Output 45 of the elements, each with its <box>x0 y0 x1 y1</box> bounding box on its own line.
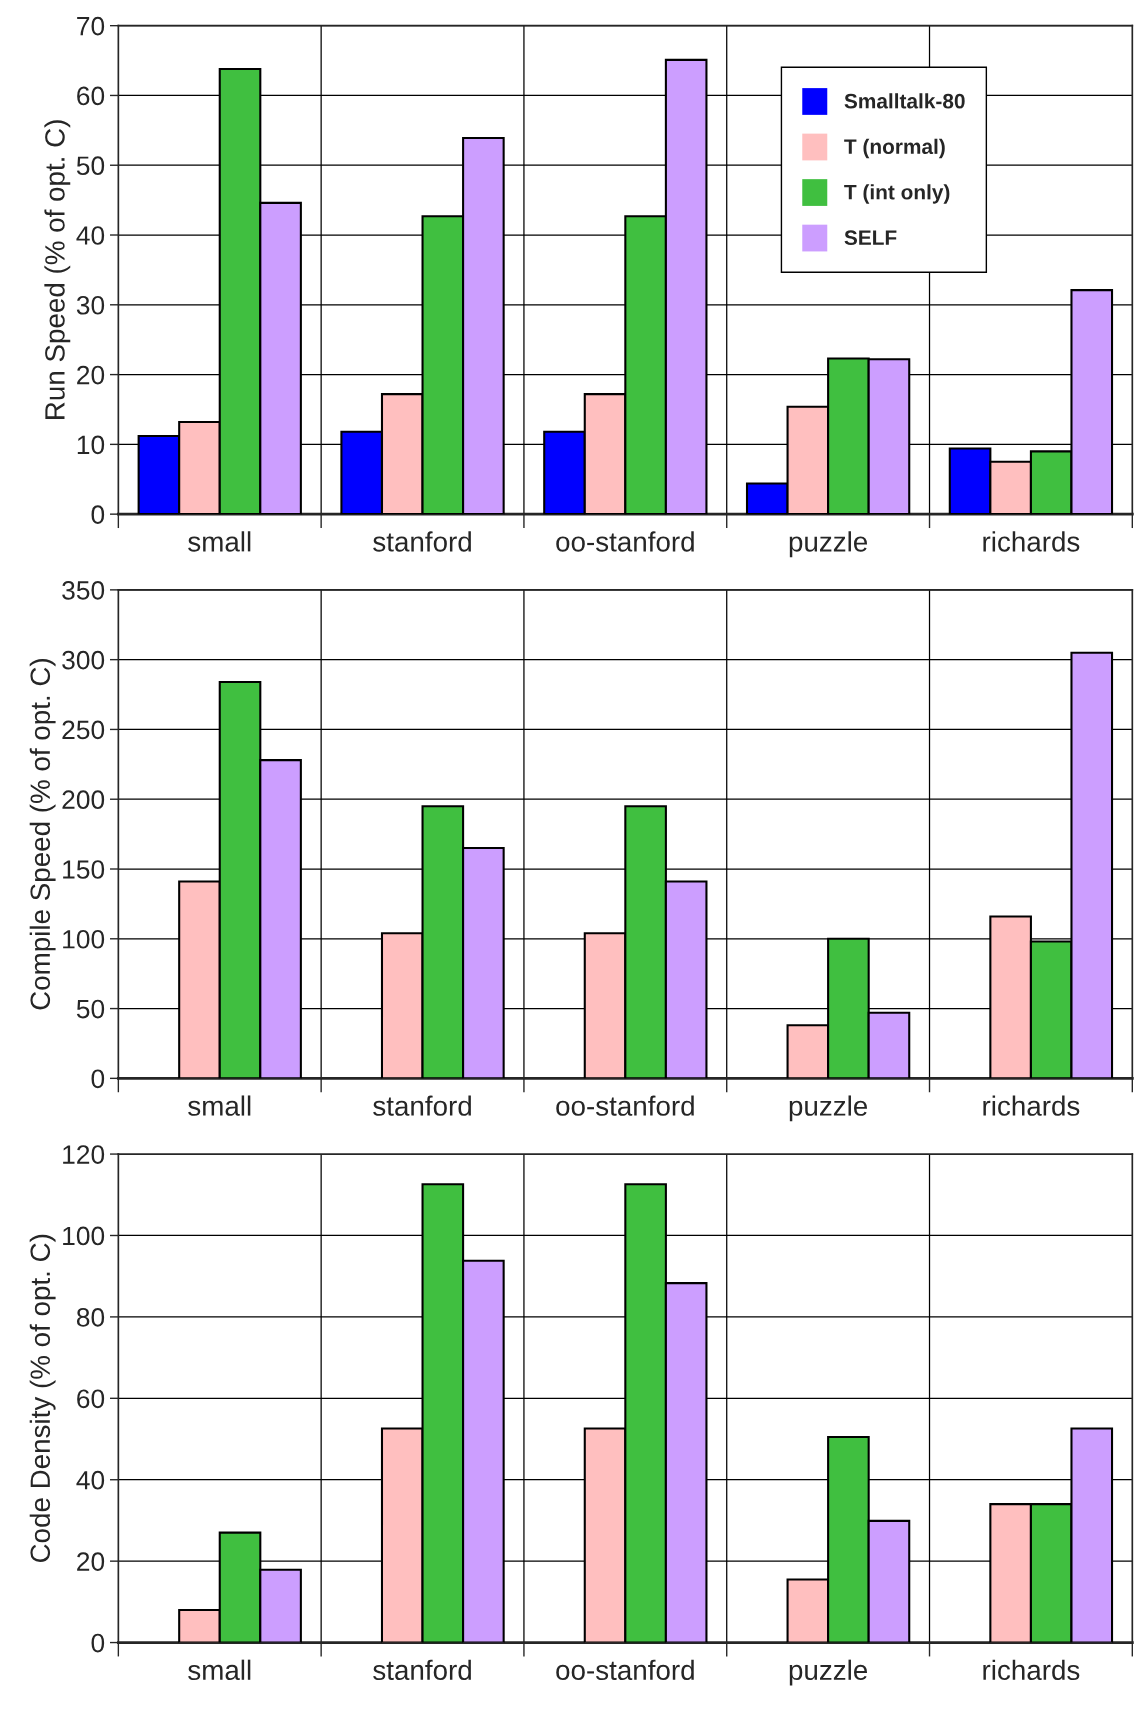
y-axis-title: Run Speed (% of opt. C) <box>44 120 71 419</box>
x-tick-label: puzzle <box>789 1095 868 1122</box>
x-tick-label: richards <box>983 1095 1080 1116</box>
x-tick-label: puzzle <box>789 531 868 558</box>
y-tick-label: 100 <box>63 929 105 949</box>
x-tick-label: oo-stanford <box>556 1095 694 1116</box>
y-tick-label: 70 <box>77 16 105 36</box>
x-tick-label: stanford <box>373 531 471 552</box>
x-tick-label: oo-stanford <box>556 531 694 552</box>
y-tick-label: 0 <box>91 505 105 524</box>
legend-label: SELF <box>844 230 897 246</box>
y-tick-label: 100 <box>63 1226 105 1246</box>
legend-label: Smalltalk-80 <box>844 93 965 109</box>
x-tick-label: stanford <box>373 1659 471 1681</box>
y-tick-label: 250 <box>62 720 105 740</box>
x-tick-label: small <box>188 531 251 552</box>
y-tick-label: 50 <box>76 999 105 1019</box>
x-tick-label: richards <box>983 531 1080 552</box>
y-tick-label: 30 <box>76 295 105 315</box>
y-tick-label: 40 <box>76 1470 105 1490</box>
y-tick-label: 150 <box>63 860 105 879</box>
x-tick-label: small <box>188 1659 251 1681</box>
y-tick-label: 20 <box>77 365 105 385</box>
y-tick-label: 300 <box>62 650 105 670</box>
y-tick-label: 350 <box>62 581 105 600</box>
y-tick-label: 200 <box>62 790 105 810</box>
y-tick-label: 60 <box>77 86 105 106</box>
y-axis-title: Code Density (% of opt. C) <box>29 1234 56 1563</box>
x-tick-label: stanford <box>373 1095 471 1116</box>
y-tick-label: 60 <box>77 1389 105 1409</box>
y-tick-label: 0 <box>91 1069 105 1089</box>
y-tick-label: 0 <box>91 1633 105 1653</box>
x-tick-label: small <box>188 1095 251 1116</box>
x-tick-label: puzzle <box>789 1659 868 1686</box>
legend-label: T (int only) <box>844 184 950 204</box>
y-axis-title: Compile Speed (% of opt. C) <box>29 659 56 1010</box>
y-tick-label: 20 <box>77 1552 105 1571</box>
y-tick-label: 10 <box>77 435 105 455</box>
x-tick-label: richards <box>983 1659 1080 1681</box>
x-tick-label: oo-stanford <box>556 1659 694 1681</box>
y-tick-label: 80 <box>76 1308 105 1327</box>
y-tick-label: 40 <box>76 226 105 245</box>
y-tick-label: 50 <box>76 156 105 176</box>
y-tick-label: 120 <box>63 1145 105 1164</box>
legend-label: T (normal) <box>844 138 945 159</box>
